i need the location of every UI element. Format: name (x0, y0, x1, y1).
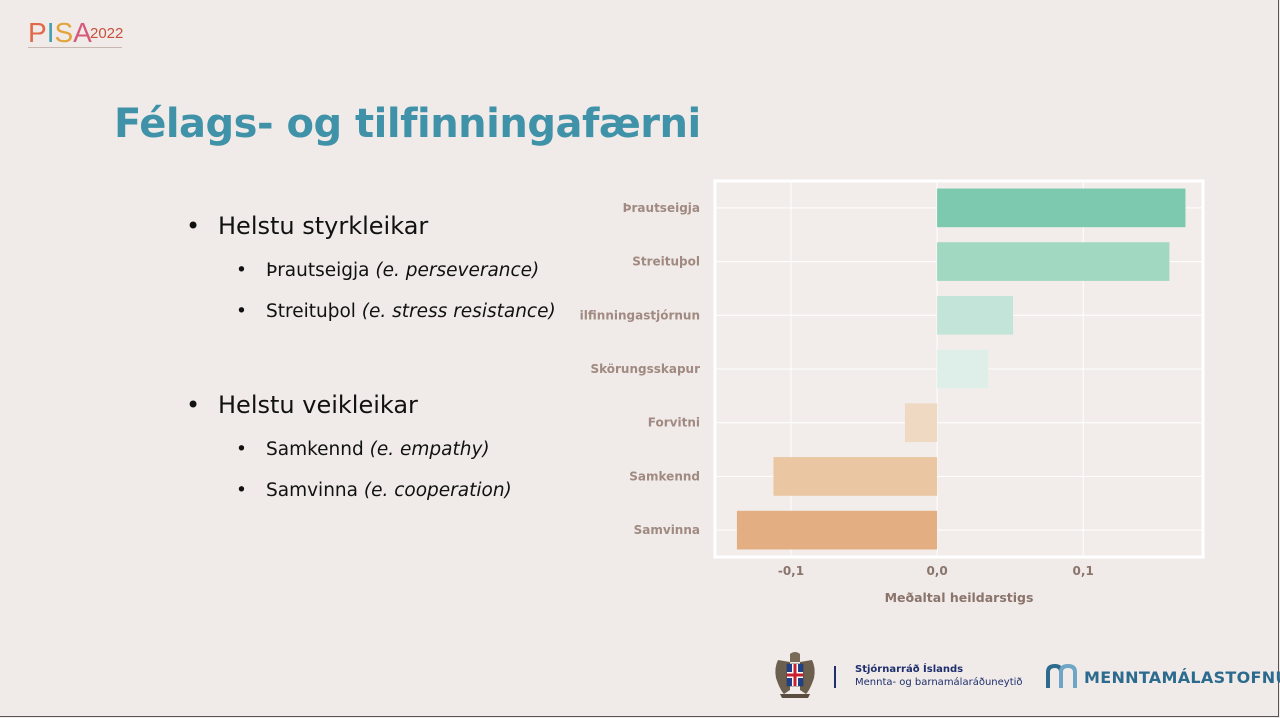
pisa-logo-letters: PISA (28, 16, 92, 50)
bar (937, 349, 989, 389)
pisa-logo: PISA 2022 (28, 16, 123, 50)
bar (904, 403, 938, 443)
gov-ministry: Mennta- og barnamálaráðuneytið (855, 677, 1023, 688)
menntamalastofnun-logo-icon (1046, 664, 1077, 688)
pisa-logo-letter: S (54, 17, 74, 48)
pisa-logo-letter: I (46, 17, 55, 48)
x-axis-label: Meðaltal heildarstigs (885, 590, 1034, 605)
bullet-item-note: (e. cooperation) (363, 480, 512, 501)
bullet-item-main: Samkennd (266, 439, 364, 460)
category-label: Samvinna (634, 523, 700, 537)
x-tick-label: 0,1 (1073, 564, 1094, 578)
bullet-item-note: (e. stress resistance) (361, 301, 556, 322)
bullet-weaknesses-label: Helstu veikleikar (218, 391, 418, 419)
pisa-logo-rule (28, 47, 122, 48)
bar (937, 188, 1186, 228)
bar (736, 510, 938, 550)
bar (937, 295, 1014, 335)
category-label: Forvitni (648, 416, 700, 430)
category-label: Streituþol (632, 255, 700, 269)
bar-chart: Þrautseigja Streituþol Tilfinningastjórnun… (580, 176, 1220, 616)
bullet-item-note: (e. empathy) (369, 439, 490, 460)
bar (773, 457, 938, 496)
category-label: Þrautseigja (623, 201, 700, 215)
pisa-logo-letter: P (28, 17, 47, 48)
bullet-item-note: (e. perseverance) (375, 260, 540, 281)
pisa-logo-letter: A (73, 17, 92, 48)
category-label: Tilfinningastjórnun (580, 308, 700, 322)
coat-of-arms-icon (775, 652, 815, 698)
x-tick-label: 0,0 (926, 564, 947, 578)
bar (937, 242, 1170, 281)
bullet-item-main: Samvinna (266, 480, 358, 501)
pisa-logo-year: 2022 (90, 25, 124, 42)
bullet-item-main: Streituþol (266, 301, 356, 322)
bar-chart-svg: Þrautseigja Streituþol Tilfinningastjórnun… (580, 179, 1205, 605)
slide-title: Félags- og tilfinningafærni (114, 101, 701, 147)
bullet-item-main: Þrautseigja (266, 260, 370, 281)
gov-name: Stjórnarráð Íslands (855, 664, 964, 675)
bullet-strengths-label: Helstu styrkleikar (218, 212, 429, 240)
agency-name: MENNTAMÁLASTOFNUN (1084, 668, 1280, 687)
x-tick-label: -0,1 (778, 564, 804, 578)
footer-separator (834, 666, 836, 688)
category-label: Samkennd (629, 469, 700, 483)
category-label: Skörungsskapur (590, 362, 700, 376)
